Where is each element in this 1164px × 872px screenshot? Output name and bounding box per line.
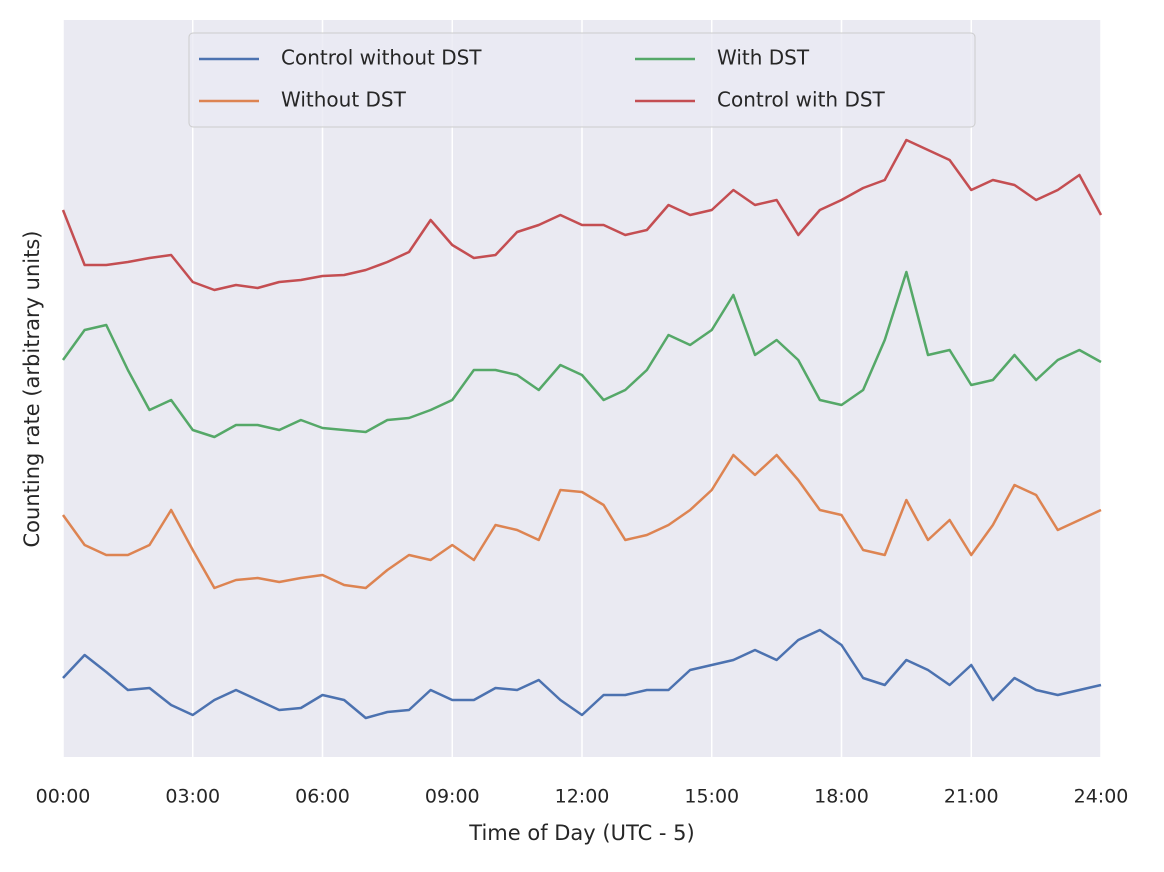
- legend-label: With DST: [717, 46, 810, 70]
- x-tick-label: 21:00: [944, 786, 999, 808]
- x-tick-label: 12:00: [555, 786, 610, 808]
- x-tick-label: 09:00: [425, 786, 480, 808]
- series-line: [62, 628, 1102, 720]
- x-tick-label: 00:00: [36, 786, 91, 808]
- legend-box: [188, 32, 976, 128]
- legend-label: Control with DST: [717, 88, 886, 112]
- x-tick-label: 06:00: [295, 786, 350, 808]
- legend-label: Without DST: [281, 88, 407, 112]
- y-axis-label: Counting rate (arbitrary units): [20, 231, 44, 548]
- series-line: [61, 138, 1103, 292]
- series-line: [61, 453, 1102, 590]
- x-tick-label: 15:00: [684, 786, 739, 808]
- series-line: [61, 270, 1102, 439]
- legend-label: Control without DST: [281, 46, 482, 70]
- x-tick-label: 18:00: [814, 786, 869, 808]
- x-axis-label: Time of Day (UTC - 5): [468, 821, 694, 845]
- x-tick-label: 24:00: [1074, 786, 1129, 808]
- x-tick-label: 03:00: [165, 786, 220, 808]
